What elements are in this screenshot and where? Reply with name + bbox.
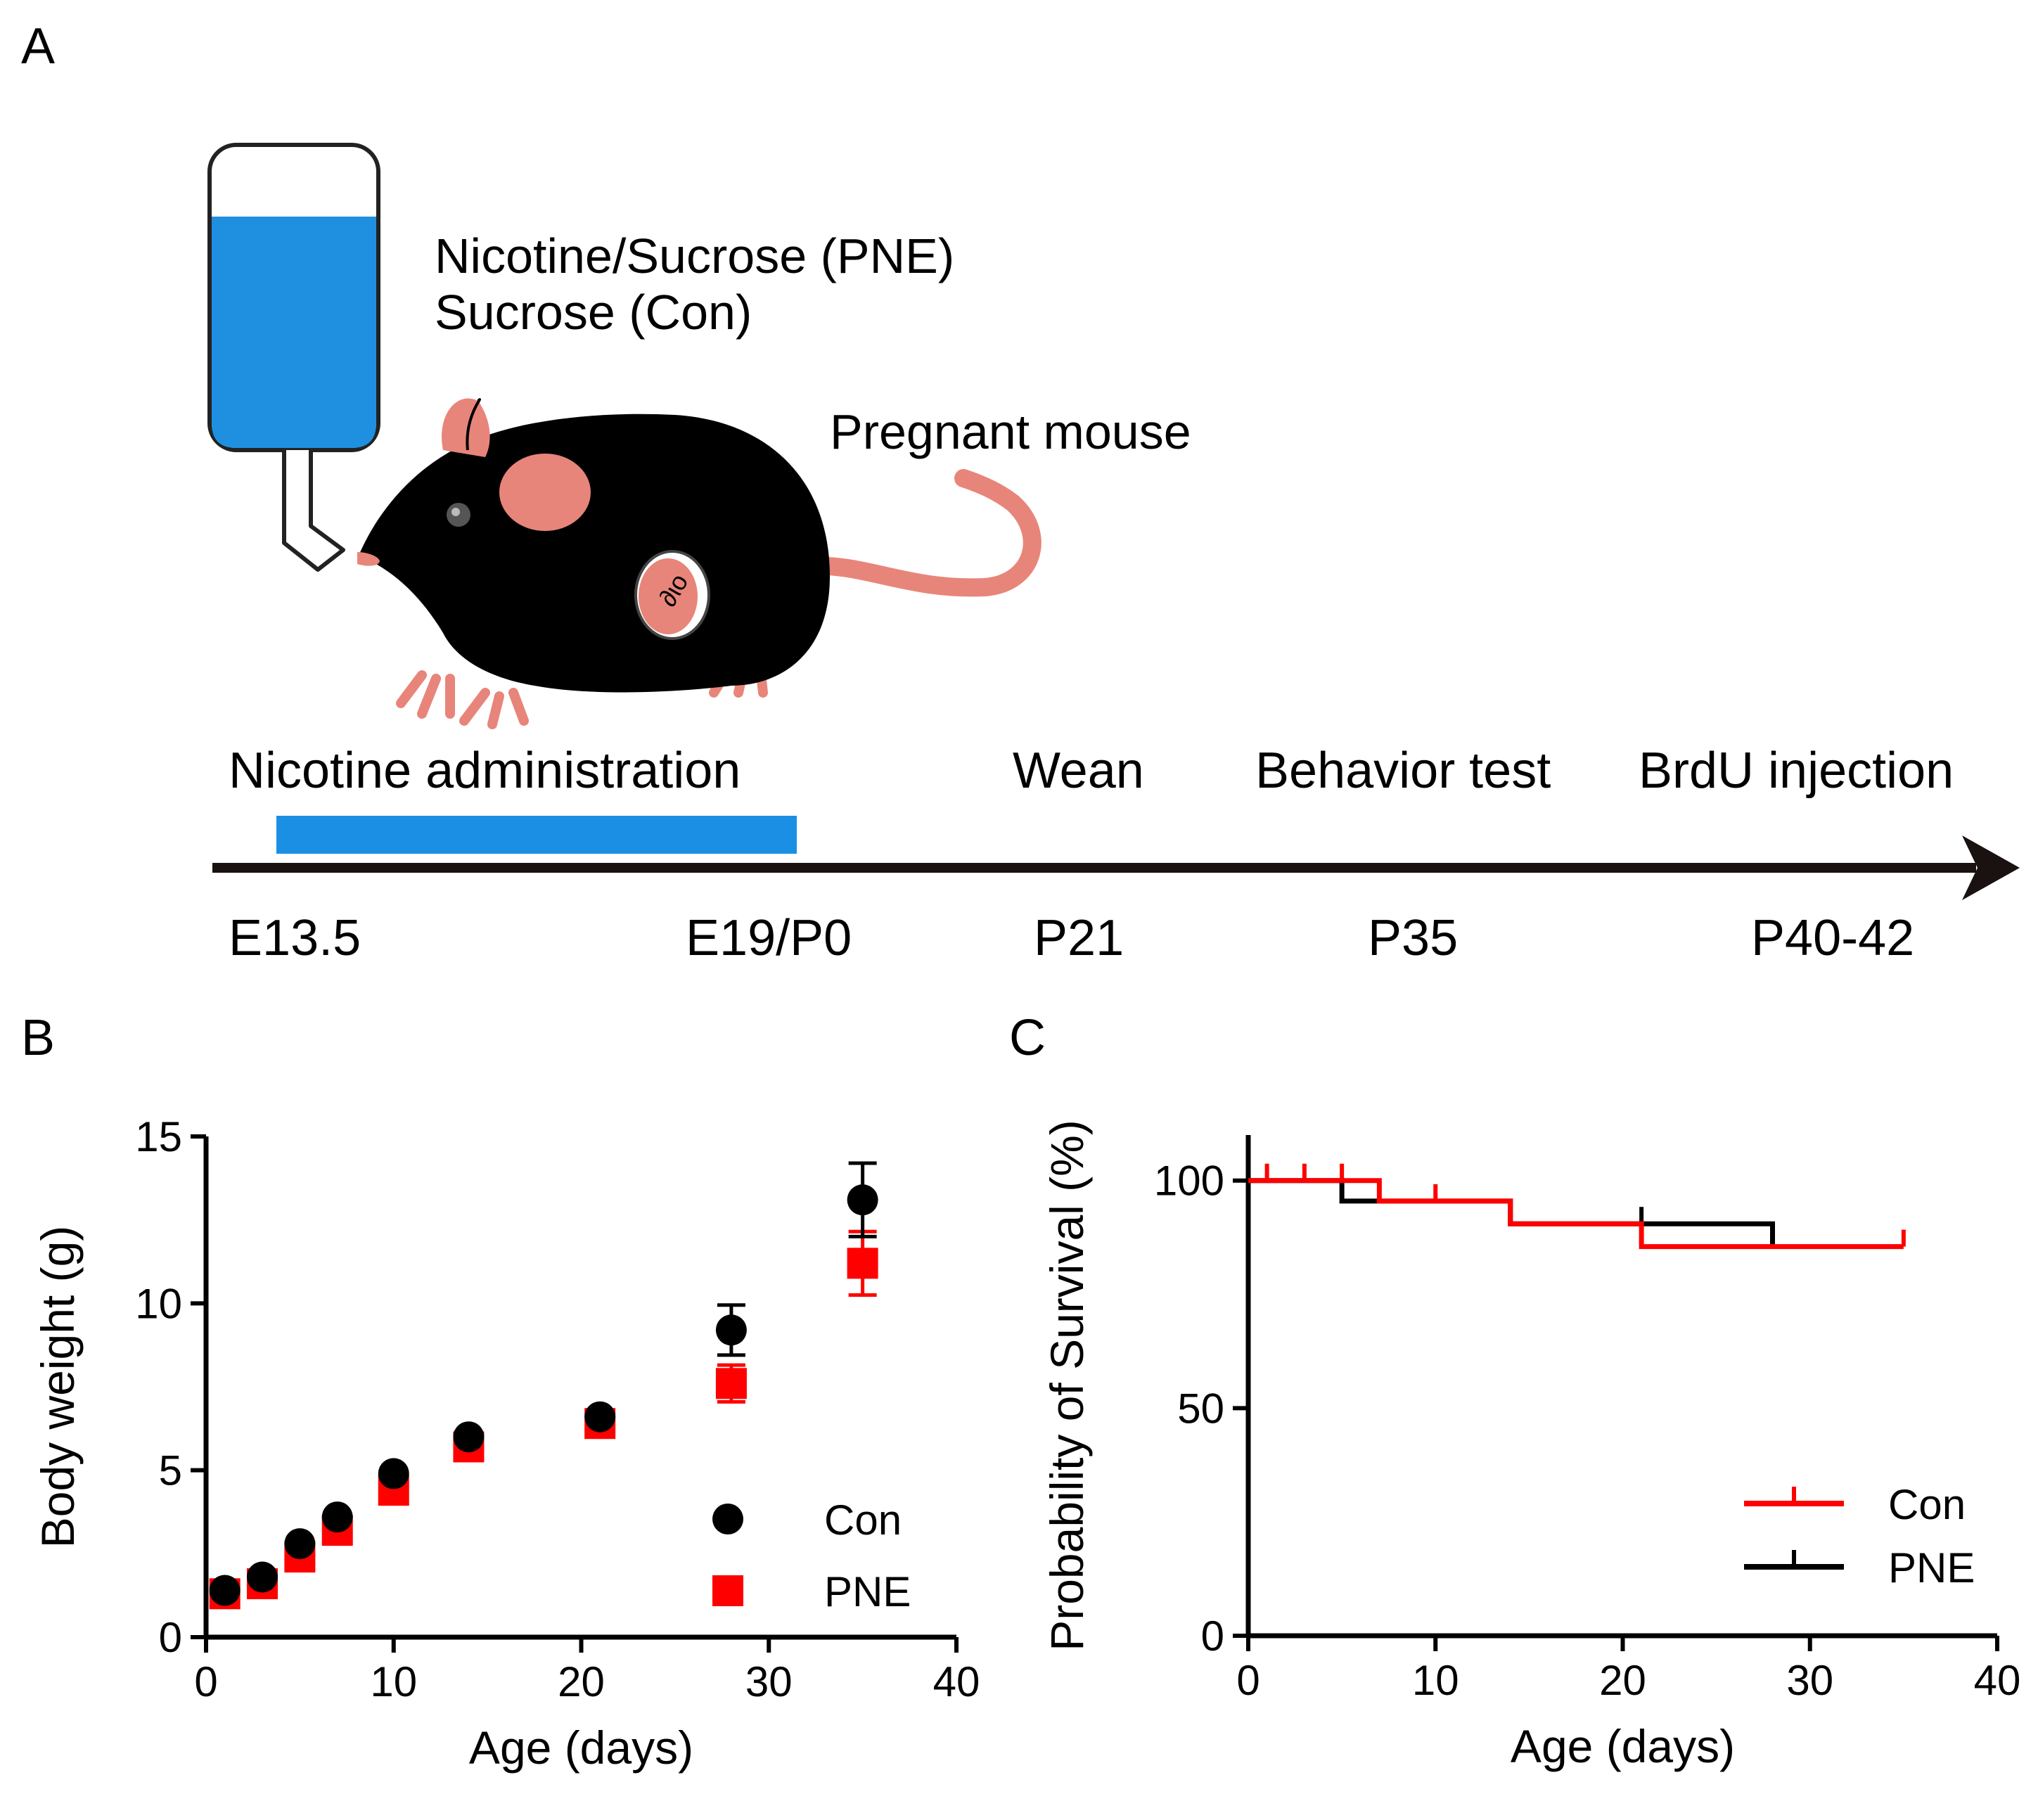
y-tick-label: 10 xyxy=(135,1280,182,1327)
data-point-con xyxy=(209,1575,241,1606)
y-tick-label: 0 xyxy=(1201,1613,1224,1660)
timepoint-p40-42: P40-42 xyxy=(1751,910,1914,966)
bottle-liquid xyxy=(212,217,376,448)
x-tick-label: 30 xyxy=(1786,1657,1833,1704)
legend-label-con: Con xyxy=(1888,1481,1966,1528)
y-axis-title: Probability of Survival (%) xyxy=(1041,1120,1093,1651)
panel-c: C 0 10 20 30 40 0 50 100 Age (days) Probability o… xyxy=(1009,1010,2020,1772)
data-point-con xyxy=(847,1184,878,1216)
event-behavior-test: Behavior test xyxy=(1255,743,1551,799)
nicotine-period-bar xyxy=(276,816,797,854)
x-tick-label: 10 xyxy=(1412,1657,1459,1704)
x-tick-label: 20 xyxy=(1599,1657,1646,1704)
event-nicotine-administration: Nicotine administration xyxy=(229,743,741,799)
data-point-con xyxy=(284,1528,316,1560)
y-tick-label: 0 xyxy=(159,1614,182,1661)
x-axis-title: Age (days) xyxy=(1511,1720,1735,1772)
legend-marker-pne xyxy=(712,1575,743,1606)
data-point-con xyxy=(321,1501,353,1533)
x-tick-label: 10 xyxy=(370,1658,417,1705)
timepoint-e13-5: E13.5 xyxy=(229,910,361,966)
panel-b: B 0 10 20 30 40 0 5 10 15 Age (days) Body weight (… xyxy=(21,1010,980,1774)
x-tick-label: 30 xyxy=(745,1658,793,1705)
timeline-arrowhead xyxy=(1962,835,2020,900)
survival-chart: 0 10 20 30 40 0 50 100 Age (days) Probability of … xyxy=(1041,1120,2020,1772)
event-wean: Wean xyxy=(1013,743,1144,799)
timepoint-p21: P21 xyxy=(1034,910,1124,966)
x-tick-label: 0 xyxy=(1236,1657,1260,1704)
data-point-con xyxy=(715,1314,747,1346)
legend-label-pne: PNE xyxy=(1888,1544,1975,1591)
survival-curve-con xyxy=(1248,1178,1904,1250)
panel-c-letter: C xyxy=(1009,1010,1046,1066)
y-axis-title: Body weight (g) xyxy=(32,1226,84,1549)
timepoint-p35: P35 xyxy=(1368,910,1458,966)
panel-a: A Nicotine/Sucrose (PNE) Sucrose (Con) P… xyxy=(21,18,2020,966)
body-weight-chart: 0 10 20 30 40 0 5 10 15 Age (days) Body weight (g)… xyxy=(32,1113,980,1774)
solution-label-con: Sucrose (Con) xyxy=(435,285,752,340)
y-tick-label: 15 xyxy=(135,1113,182,1160)
pregnant-mouse-label: Pregnant mouse xyxy=(830,404,1191,459)
water-bottle-icon xyxy=(207,143,380,572)
y-tick-label: 5 xyxy=(159,1447,182,1494)
data-point-con xyxy=(378,1458,409,1489)
legend-label-con: Con xyxy=(824,1497,902,1544)
data-point-con xyxy=(584,1401,616,1433)
x-tick-label: 0 xyxy=(194,1658,217,1705)
legend-marker-con xyxy=(712,1504,743,1534)
x-tick-label: 40 xyxy=(1974,1657,2021,1704)
pregnant-mouse-icon: ∂ιο xyxy=(357,398,1042,729)
x-axis-title: Age (days) xyxy=(469,1722,693,1774)
data-point-pne xyxy=(715,1368,747,1399)
x-tick-label: 20 xyxy=(558,1658,605,1705)
timepoint-e19-p0: E19/P0 xyxy=(686,910,852,966)
data-point-pne xyxy=(847,1248,878,1279)
legend-label-pne: PNE xyxy=(824,1568,911,1615)
data-point-con xyxy=(453,1421,485,1453)
event-brdu-injection: BrdU injection xyxy=(1639,743,1954,799)
solution-label-pne: Nicotine/Sucrose (PNE) xyxy=(435,229,954,283)
data-point-con xyxy=(247,1561,278,1593)
x-tick-label: 40 xyxy=(933,1658,980,1705)
panel-a-letter: A xyxy=(21,18,55,75)
y-tick-label: 50 xyxy=(1177,1385,1224,1432)
panel-b-letter: B xyxy=(21,1010,55,1066)
y-tick-label: 100 xyxy=(1154,1158,1224,1205)
